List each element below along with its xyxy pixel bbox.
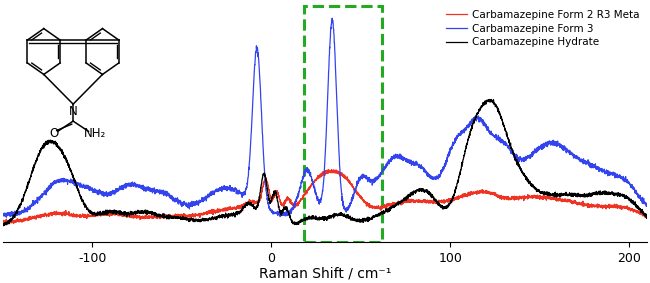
Carbamazepine Hydrate xyxy=(623,195,631,198)
Carbamazepine Form 3 xyxy=(270,212,278,215)
Carbamazepine Form 3 xyxy=(644,203,650,207)
Carbamazepine Form 2 R3 Meta xyxy=(592,204,599,208)
Legend: Carbamazepine Form 2 R3 Meta, Carbamazepine Form 3, Carbamazepine Hydrate: Carbamazepine Form 2 R3 Meta, Carbamazep… xyxy=(445,8,642,50)
Carbamazepine Form 2 R3 Meta xyxy=(324,168,332,171)
Carbamazepine Form 3 xyxy=(592,164,599,168)
Carbamazepine Form 2 R3 Meta xyxy=(306,187,313,190)
Carbamazepine Hydrate xyxy=(644,216,650,220)
Bar xyxy=(304,7,382,242)
Text: N: N xyxy=(69,105,77,118)
Carbamazepine Form 3 xyxy=(0,212,6,215)
Carbamazepine Form 3 xyxy=(624,179,632,183)
X-axis label: Raman Shift / cm⁻¹: Raman Shift / cm⁻¹ xyxy=(259,266,391,280)
Text: NH₂: NH₂ xyxy=(84,127,107,140)
Line: Carbamazepine Hydrate: Carbamazepine Hydrate xyxy=(3,99,647,226)
Carbamazepine Hydrate xyxy=(270,192,278,195)
Line: Carbamazepine Form 2 R3 Meta: Carbamazepine Form 2 R3 Meta xyxy=(3,170,647,224)
Carbamazepine Hydrate xyxy=(0,224,6,228)
Carbamazepine Hydrate xyxy=(305,218,313,221)
Text: O: O xyxy=(49,127,59,140)
Carbamazepine Form 2 R3 Meta xyxy=(0,221,6,224)
Line: Carbamazepine Form 3: Carbamazepine Form 3 xyxy=(3,18,647,217)
Carbamazepine Hydrate xyxy=(488,98,495,101)
Carbamazepine Form 3 xyxy=(328,16,336,20)
Carbamazepine Form 2 R3 Meta xyxy=(624,207,632,210)
Carbamazepine Hydrate xyxy=(275,204,283,208)
Carbamazepine Form 3 xyxy=(306,168,313,171)
Carbamazepine Form 2 R3 Meta xyxy=(275,194,283,197)
Carbamazepine Hydrate xyxy=(467,129,474,132)
Carbamazepine Form 2 R3 Meta xyxy=(644,214,650,218)
Carbamazepine Form 3 xyxy=(275,212,283,215)
Carbamazepine Form 3 xyxy=(467,119,475,123)
Carbamazepine Form 2 R3 Meta xyxy=(270,196,278,199)
Carbamazepine Hydrate xyxy=(592,191,599,194)
Carbamazepine Form 3 xyxy=(3,216,10,219)
Carbamazepine Form 2 R3 Meta xyxy=(4,222,12,226)
Carbamazepine Form 2 R3 Meta xyxy=(467,191,475,194)
